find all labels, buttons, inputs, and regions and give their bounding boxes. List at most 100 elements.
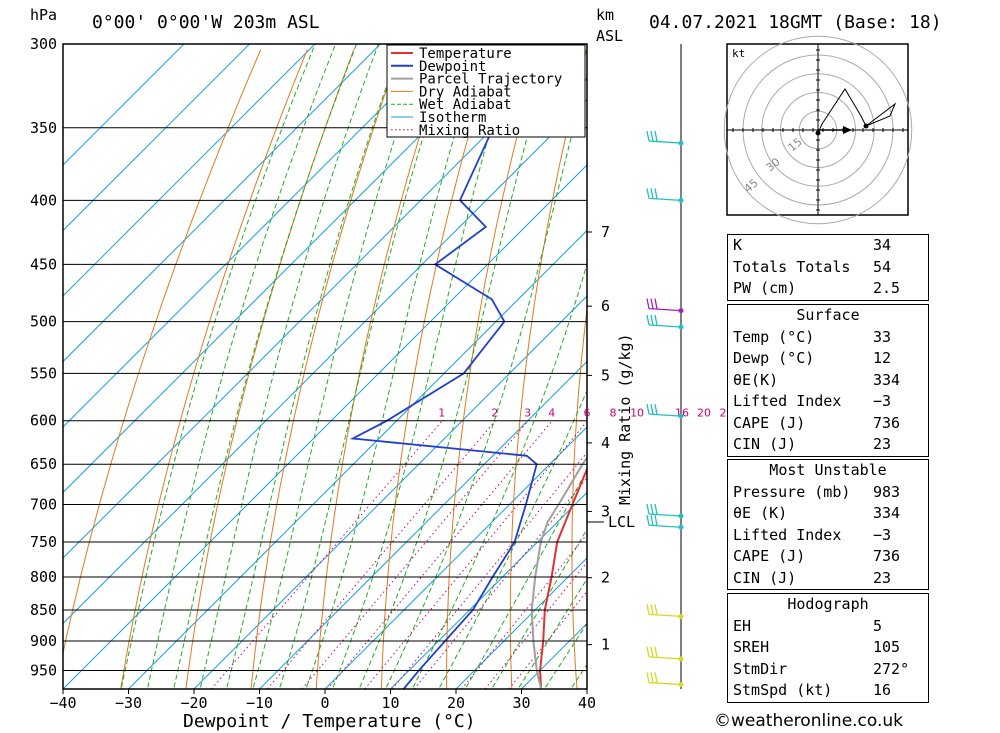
- isotherm-line: [193, 295, 587, 689]
- wet-adiabat-line: [359, 44, 554, 688]
- x-tick-label: 10: [381, 694, 399, 712]
- dry-adiabat-line: [509, 49, 587, 689]
- x-tick-label: 40: [578, 694, 596, 712]
- surface-theta-row: θE(K) 334: [728, 370, 928, 392]
- wind-barb: [646, 604, 684, 619]
- credit-text: ©weatheronline.co.uk: [714, 711, 904, 731]
- isotherm-line: [63, 44, 512, 494]
- totals-label: Totals Totals: [733, 257, 851, 276]
- pw-value: 2.5: [873, 279, 901, 297]
- surface-cape-value: 736: [873, 413, 901, 432]
- hodograph-ring: [723, 35, 913, 225]
- mu-li-value: −3: [873, 525, 892, 544]
- wet-adiabat-line: [279, 44, 454, 688]
- stmdir-value: 272°: [873, 659, 910, 678]
- legend-entry: Isotherm: [391, 110, 486, 126]
- mixing-ratio-line: [266, 420, 496, 689]
- x-axis-label: Dewpoint / Temperature (°C): [183, 711, 476, 732]
- surface-theta-label: θE(K): [733, 370, 779, 389]
- pressure-tick-label: 300: [30, 35, 57, 53]
- dry-adiabat-line: [63, 49, 262, 656]
- most-unstable-title: Most Unstable: [769, 461, 887, 479]
- wet-adiabat-line: [465, 468, 587, 688]
- stmspd-label: StmSpd (kt): [733, 681, 833, 699]
- location-title: 0°00' 0°00'W 203m ASL: [92, 12, 320, 33]
- pw-row: PW (cm) 2.5: [728, 278, 928, 300]
- dry-adiabat-line: [120, 49, 308, 689]
- wind-barb: [646, 672, 684, 688]
- pressure-tick-label: 400: [30, 191, 57, 209]
- sreh-value: 105: [873, 638, 901, 656]
- dry-adiabat-line: [690, 49, 727, 689]
- pressure-tick-label: 900: [30, 632, 57, 650]
- mu-pressure-row: Pressure (mb) 983: [728, 482, 928, 504]
- dry-adiabat-line: [571, 305, 587, 689]
- wind-barb: [646, 188, 684, 203]
- wet-adiabat-line: [199, 44, 379, 688]
- wind-barb: [646, 515, 684, 530]
- surface-dewp-row: Dewp (°C) 12: [728, 348, 928, 370]
- surface-li-label: Lifted Index: [733, 392, 842, 410]
- mixing-ratio-label: 8: [609, 407, 616, 420]
- wind-barb: [646, 130, 684, 146]
- mu-cape-label: CAPE (J): [733, 547, 806, 565]
- svg-text:Dry Adiabat: Dry Adiabat: [419, 84, 512, 100]
- pressure-unit-label: hPa: [30, 6, 57, 24]
- sreh-row: SREH 105: [728, 637, 928, 659]
- wet-adiabat-line: [121, 44, 316, 688]
- wind-barb: [646, 404, 684, 419]
- wet-adiabat-line: [147, 44, 336, 688]
- mixing-ratio-label: 2: [491, 407, 498, 420]
- surface-title: Surface: [796, 306, 860, 324]
- mu-cape-value: 736: [873, 547, 901, 565]
- pressure-tick-label: 800: [30, 568, 57, 586]
- wet-adiabat-line: [385, 73, 587, 688]
- legend-entry: Wet Adiabat: [391, 97, 512, 113]
- mixing-ratio-line: [364, 420, 587, 689]
- surface-cape-row: CAPE (J) 736: [728, 413, 928, 435]
- wet-adiabat-line: [173, 44, 357, 688]
- eh-row: EH 5: [728, 616, 928, 638]
- x-tick-label: −30: [115, 694, 142, 712]
- hodograph-point-dot: [863, 123, 869, 129]
- height-tick-label: 4: [601, 434, 610, 452]
- x-tick-label: −20: [180, 694, 207, 712]
- hodograph-params-title: Hodograph: [787, 595, 869, 613]
- totals-row: Totals Totals 54: [728, 257, 928, 279]
- height-tick-label: 6: [601, 297, 610, 315]
- surface-cin-label: CIN (J): [733, 435, 797, 453]
- wet-adiabat-line: [226, 44, 402, 688]
- stmspd-value: 16: [873, 681, 892, 699]
- surface-cin-value: 23: [873, 435, 892, 453]
- mu-li-row: Lifted Index −3: [728, 525, 928, 547]
- lcl-label: LCL: [608, 513, 635, 531]
- mu-cape-row: CAPE (J) 736: [728, 546, 928, 568]
- x-tick-label: 20: [447, 694, 465, 712]
- mu-li-label: Lifted Index: [733, 525, 842, 544]
- surface-li-value: −3: [873, 392, 892, 410]
- wind-barb: [646, 646, 684, 662]
- pressure-tick-label: 550: [30, 364, 57, 382]
- mixing-ratio-axis-label: Mixing Ratio (g/kg): [616, 333, 634, 505]
- most-unstable-box: Most Unstable Pressure (mb) 983 θE (K) 334…: [727, 459, 929, 590]
- eh-value: 5: [873, 616, 883, 635]
- x-tick-label: −10: [246, 694, 273, 712]
- hodograph-origin-dot: [815, 130, 821, 136]
- mixing-ratio-line: [327, 420, 553, 689]
- dry-adiabat-line: [632, 49, 680, 689]
- height-unit-asl: ASL: [596, 27, 623, 45]
- pressure-tick-label: 850: [30, 601, 57, 619]
- totals-value: 54: [873, 257, 892, 276]
- mixing-ratio-label: 4: [548, 407, 555, 420]
- isotherm-line: [455, 557, 587, 689]
- datetime-title: 04.07.2021 18GMT (Base: 18): [649, 12, 942, 33]
- svg-text:Temperature: Temperature: [419, 46, 512, 62]
- mu-theta-row: θE (K) 334: [728, 503, 928, 525]
- dry-adiabat-line: [955, 49, 1000, 689]
- mixing-ratio-label: 6: [584, 407, 591, 420]
- pressure-tick-label: 650: [30, 455, 57, 473]
- isotherm-line: [63, 44, 447, 428]
